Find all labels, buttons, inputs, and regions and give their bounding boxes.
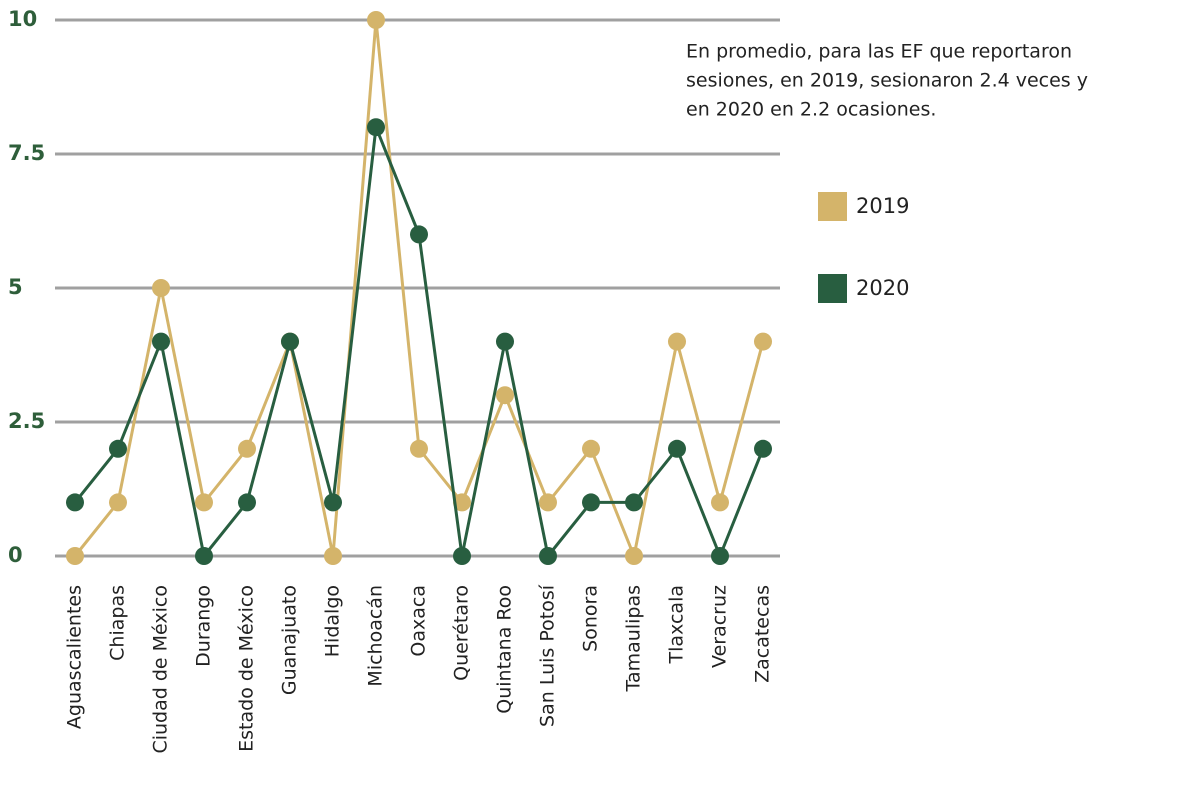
data-point — [625, 493, 643, 512]
y-tick-label: 2.5 — [8, 409, 45, 433]
data-point — [152, 332, 170, 351]
y-tick-label: 5 — [8, 275, 23, 299]
data-point — [539, 547, 557, 565]
data-point — [711, 493, 729, 512]
data-point — [582, 493, 600, 512]
x-tick-label: Quintana Roo — [494, 585, 516, 714]
x-tick-label: Guanajuato — [279, 585, 301, 695]
annotation: en 2020 en 2.2 ocasiones. — [686, 99, 936, 121]
x-tick-label: Sonora — [580, 585, 602, 652]
legend-label: 2020 — [856, 276, 909, 300]
series-line — [73, 126, 765, 561]
x-tick-label: Michoacán — [365, 585, 387, 687]
data-point — [109, 493, 127, 512]
data-point — [582, 439, 600, 458]
data-point — [668, 332, 686, 351]
x-tick-label: Durango — [193, 585, 215, 667]
legend-label: 2019 — [856, 194, 909, 218]
legend-swatch — [818, 192, 847, 221]
data-point — [367, 11, 385, 29]
data-point — [496, 386, 514, 405]
x-tick-label: Aguascalientes — [64, 585, 86, 729]
x-tick-label: Ciudad de México — [150, 585, 172, 754]
data-point — [281, 332, 299, 351]
data-point — [668, 439, 686, 458]
data-point — [625, 547, 643, 565]
x-tick-label: Chiapas — [107, 585, 129, 661]
x-tick-label: Querétaro — [451, 585, 473, 681]
data-point — [453, 493, 471, 512]
data-point — [152, 279, 170, 297]
data-point — [539, 493, 557, 512]
data-point — [109, 439, 127, 458]
y-tick-label: 7.5 — [8, 141, 45, 165]
data-point — [238, 439, 256, 458]
data-point — [410, 225, 428, 244]
annotation: En promedio, para las EF que reportaron — [686, 41, 1072, 63]
x-tick-label: Veracruz — [709, 585, 731, 668]
legend-swatch — [818, 274, 847, 303]
data-point — [367, 118, 385, 137]
data-point — [324, 493, 342, 512]
x-tick-label: Hidalgo — [322, 585, 344, 657]
y-tick-label: 10 — [8, 7, 37, 31]
data-point — [711, 547, 729, 565]
data-point — [754, 439, 772, 458]
x-tick-label: Oaxaca — [408, 585, 430, 657]
x-tick-label: Tamaulipas — [623, 585, 645, 692]
y-tick-label: 0 — [8, 543, 23, 567]
data-point — [324, 547, 342, 565]
data-point — [66, 547, 84, 565]
data-point — [410, 439, 428, 458]
x-tick-label: Zacatecas — [752, 585, 774, 683]
data-point — [754, 332, 772, 351]
data-point — [453, 547, 471, 565]
data-point — [195, 493, 213, 512]
data-point — [238, 493, 256, 512]
x-tick-label: San Luis Potosí — [537, 584, 559, 727]
data-point — [195, 547, 213, 565]
x-tick-label: Tlaxcala — [666, 585, 688, 664]
data-point — [496, 332, 514, 351]
annotation: sesiones, en 2019, sesionaron 2.4 veces … — [686, 70, 1088, 92]
x-tick-label: Estado de México — [236, 585, 258, 752]
data-point — [66, 493, 84, 512]
